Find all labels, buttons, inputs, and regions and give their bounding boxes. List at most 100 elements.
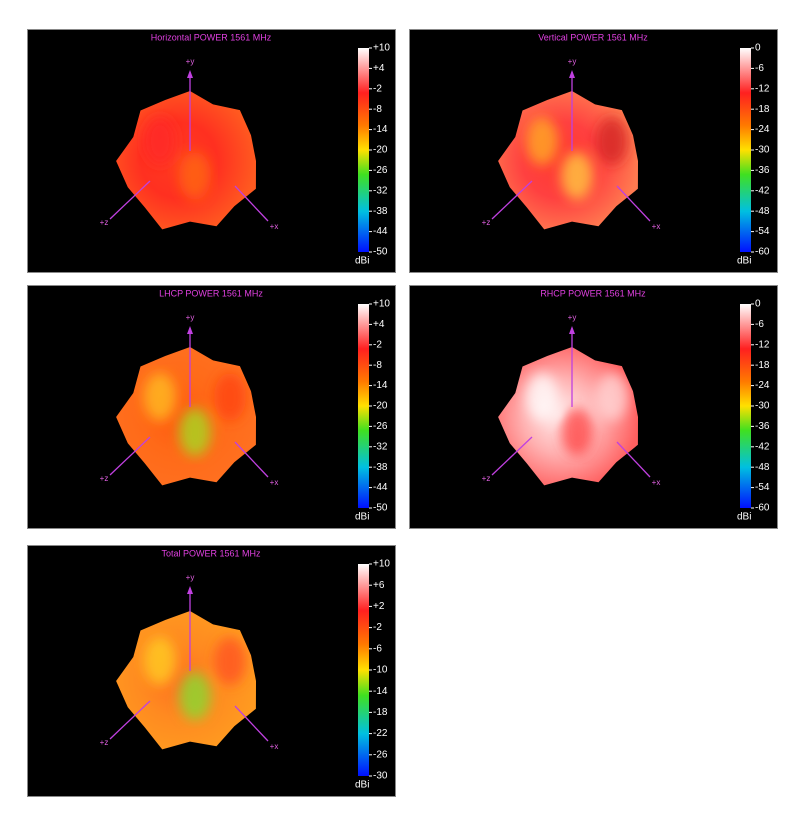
- colorbar-tick-label: +4: [373, 63, 385, 74]
- arrow: [569, 326, 575, 334]
- colorbar-tick-label: 0: [755, 43, 761, 54]
- pattern-panel: LHCP POWER 1561 MHz +y +z +x +10 +4 -2 -8 -14 -20…: [27, 285, 396, 529]
- axis-z: [109, 180, 151, 220]
- colorbar-tick-label: +2: [373, 601, 385, 612]
- surface-shading: [144, 637, 246, 720]
- colorbar-tick-label: -30: [755, 145, 770, 156]
- axis-label: +x: [270, 478, 279, 487]
- surface-patch: [179, 672, 211, 720]
- colorbar-tick-label: 0: [755, 299, 761, 310]
- axis-x: [616, 441, 651, 478]
- axis-x: [234, 705, 269, 742]
- colorbar-tick-label: -38: [373, 206, 388, 217]
- colorbar-tick-label: -36: [755, 165, 770, 176]
- colorbar: [358, 48, 369, 252]
- colorbar-tick-label: -14: [373, 686, 388, 697]
- surface-patch: [526, 117, 558, 165]
- colorbar-tick-label: -8: [373, 360, 382, 371]
- axis-label: +x: [270, 222, 279, 231]
- colorbar-tick-label: -12: [755, 83, 770, 94]
- axis-z: [109, 436, 151, 476]
- surface-patch: [596, 117, 628, 165]
- colorbar-tick-label: -18: [755, 104, 770, 115]
- pattern-panel: Vertical POWER 1561 MHz +y +z +x 0 -6 -12 -18 -2…: [409, 29, 778, 273]
- colorbar-tick-label: -26: [373, 421, 388, 432]
- colorbar-tick-label: -44: [373, 482, 388, 493]
- surface-patch: [596, 373, 628, 421]
- axis-z: [109, 700, 151, 740]
- surface-patch: [526, 373, 558, 421]
- colorbar-tick-label: -6: [373, 643, 382, 654]
- axis-label: +x: [652, 222, 661, 231]
- surface-shading: [144, 117, 211, 200]
- axis-label: +y: [186, 573, 195, 582]
- colorbar-tick-label: +4: [373, 319, 385, 330]
- axis-label: +z: [100, 474, 109, 483]
- surface-patch: [179, 408, 211, 456]
- colorbar-tick-label: -18: [373, 707, 388, 718]
- colorbar: [358, 304, 369, 508]
- colorbar-unit: dBi: [355, 512, 369, 523]
- colorbar-tick-label: -2: [373, 622, 382, 633]
- surface-patch: [214, 637, 246, 685]
- colorbar: [740, 48, 751, 252]
- axis-label: +y: [568, 313, 577, 322]
- colorbar-tick-label: -2: [373, 339, 382, 350]
- colorbar-tick-label: -18: [755, 360, 770, 371]
- colorbar-tick-label: -14: [373, 380, 388, 391]
- colorbar-tick-label: -2: [373, 83, 382, 94]
- colorbar-tick-label: -50: [373, 247, 388, 258]
- colorbar-tick-label: -12: [755, 339, 770, 350]
- panel-title: LHCP POWER 1561 MHz: [159, 288, 263, 298]
- surface-shading: [144, 373, 246, 456]
- pattern-panel: Total POWER 1561 MHz +y +z +x +10 +6 +2 -2 -6 -10…: [27, 545, 396, 797]
- surface-patch: [144, 117, 176, 165]
- colorbar-tick-label: -24: [755, 124, 770, 135]
- colorbar-unit: dBi: [737, 256, 751, 267]
- panel-title: Horizontal POWER 1561 MHz: [151, 32, 272, 42]
- colorbar-tick-label: +6: [373, 580, 385, 591]
- axis-x: [234, 185, 269, 222]
- colorbar-tick-label: -26: [373, 165, 388, 176]
- panel-title: RHCP POWER 1561 MHz: [540, 288, 646, 298]
- colorbar-tick-label: -6: [755, 63, 764, 74]
- colorbar-tick-label: -22: [373, 728, 388, 739]
- colorbar-tick-label: -8: [373, 104, 382, 115]
- axis-label: +y: [186, 57, 195, 66]
- axis-label: +y: [568, 57, 577, 66]
- colorbar-tick-label: +10: [373, 299, 390, 310]
- colorbar-tick-label: -30: [373, 771, 388, 782]
- axis-label: +z: [100, 218, 109, 227]
- colorbar-tick-label: -48: [755, 206, 770, 217]
- colorbar-unit: dBi: [355, 780, 369, 791]
- axis-x: [616, 185, 651, 222]
- pattern-panel: RHCP POWER 1561 MHz +y +z +x 0 -6 -12 -18 -24 -30…: [409, 285, 778, 529]
- colorbar-tick-label: -60: [755, 247, 770, 258]
- colorbar-tick-label: -42: [755, 185, 770, 196]
- axis-label: +x: [652, 478, 661, 487]
- panel-title: Total POWER 1561 MHz: [161, 548, 261, 558]
- colorbar-tick-label: -44: [373, 226, 388, 237]
- axis-label: +z: [100, 738, 109, 747]
- colorbar-tick-label: -50: [373, 503, 388, 514]
- surface-patch: [144, 637, 176, 685]
- colorbar-tick-label: +10: [373, 43, 390, 54]
- colorbar-tick-label: -26: [373, 749, 388, 760]
- axis-z: [491, 180, 533, 220]
- surface-patch: [179, 152, 211, 200]
- axis-label: +x: [270, 742, 279, 751]
- surface-shading: [526, 117, 628, 200]
- colorbar: [740, 304, 751, 508]
- colorbar-tick-label: -6: [755, 319, 764, 330]
- colorbar-tick-label: -20: [373, 145, 388, 156]
- colorbar-tick-label: -54: [755, 482, 770, 493]
- surface-patch: [214, 373, 246, 421]
- colorbar-tick-label: -32: [373, 185, 388, 196]
- colorbar-unit: dBi: [737, 512, 751, 523]
- colorbar-tick-label: -14: [373, 124, 388, 135]
- colorbar-unit: dBi: [355, 256, 369, 267]
- panel-title: Vertical POWER 1561 MHz: [538, 32, 648, 42]
- pattern-panel: Horizontal POWER 1561 MHz +y +z +x +10 +4 -2 -8…: [27, 29, 396, 273]
- axis-x: [234, 441, 269, 478]
- surface-patch: [144, 373, 176, 421]
